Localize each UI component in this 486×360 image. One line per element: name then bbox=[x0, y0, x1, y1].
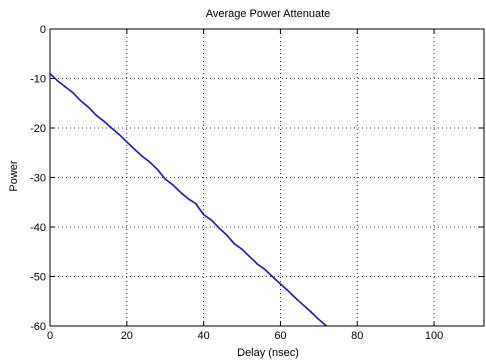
y-axis-label: Power bbox=[8, 160, 20, 192]
series-point bbox=[310, 311, 312, 313]
series-point bbox=[164, 178, 166, 180]
y-tick-label: -10 bbox=[30, 74, 46, 86]
series-point bbox=[226, 234, 228, 236]
series-point bbox=[103, 120, 105, 122]
series-point bbox=[80, 100, 82, 102]
series-point bbox=[210, 219, 212, 221]
x-tick-label: 20 bbox=[121, 330, 133, 342]
series-point bbox=[318, 318, 320, 321]
series-point bbox=[279, 283, 282, 285]
y-tick-label: 0 bbox=[40, 24, 46, 36]
grid-lines bbox=[50, 29, 484, 326]
series-point bbox=[87, 106, 90, 108]
x-tick-label: 80 bbox=[351, 330, 363, 342]
series-point bbox=[126, 141, 128, 143]
series-point bbox=[203, 214, 205, 216]
series-point bbox=[118, 133, 120, 136]
series-line bbox=[50, 72, 329, 326]
series-point bbox=[195, 203, 197, 205]
series-point bbox=[287, 290, 289, 292]
series-point bbox=[110, 127, 113, 129]
y-tick-label: -30 bbox=[30, 173, 46, 185]
series-point bbox=[256, 263, 258, 265]
series-point bbox=[156, 168, 159, 171]
chart-title: Average Power Attenuate bbox=[206, 8, 331, 20]
series-point bbox=[172, 184, 174, 186]
series-point bbox=[218, 227, 220, 229]
y-tick-label: -60 bbox=[30, 321, 46, 333]
series-point bbox=[57, 80, 59, 82]
series-point bbox=[249, 256, 251, 258]
y-tick-label: -50 bbox=[30, 272, 46, 284]
series-point bbox=[179, 191, 182, 193]
series-point bbox=[133, 148, 136, 150]
x-tick-label: 40 bbox=[198, 330, 210, 342]
series-point bbox=[241, 248, 243, 250]
series-point bbox=[64, 86, 66, 88]
series-point bbox=[72, 92, 74, 94]
series-point bbox=[233, 243, 235, 245]
series-point bbox=[302, 304, 305, 306]
series-point bbox=[264, 268, 266, 271]
series-point bbox=[95, 114, 97, 116]
series-point bbox=[295, 297, 297, 299]
y-tick-label: -40 bbox=[30, 222, 46, 234]
x-tick-label: 60 bbox=[274, 330, 286, 342]
x-tick-label: 100 bbox=[425, 330, 443, 342]
series-point bbox=[187, 198, 189, 200]
axis-ticks: 0 20 40 60 80 100 0 -10 -20 -30 -40 -50 -60 bbox=[30, 24, 484, 342]
data-layer bbox=[50, 72, 329, 326]
y-tick-label: -20 bbox=[30, 123, 46, 135]
x-tick-label: 0 bbox=[47, 330, 53, 342]
series-point bbox=[272, 276, 274, 278]
series-point bbox=[141, 155, 143, 157]
series-point bbox=[149, 161, 151, 163]
x-axis-label: Delay (nsec) bbox=[237, 347, 299, 359]
